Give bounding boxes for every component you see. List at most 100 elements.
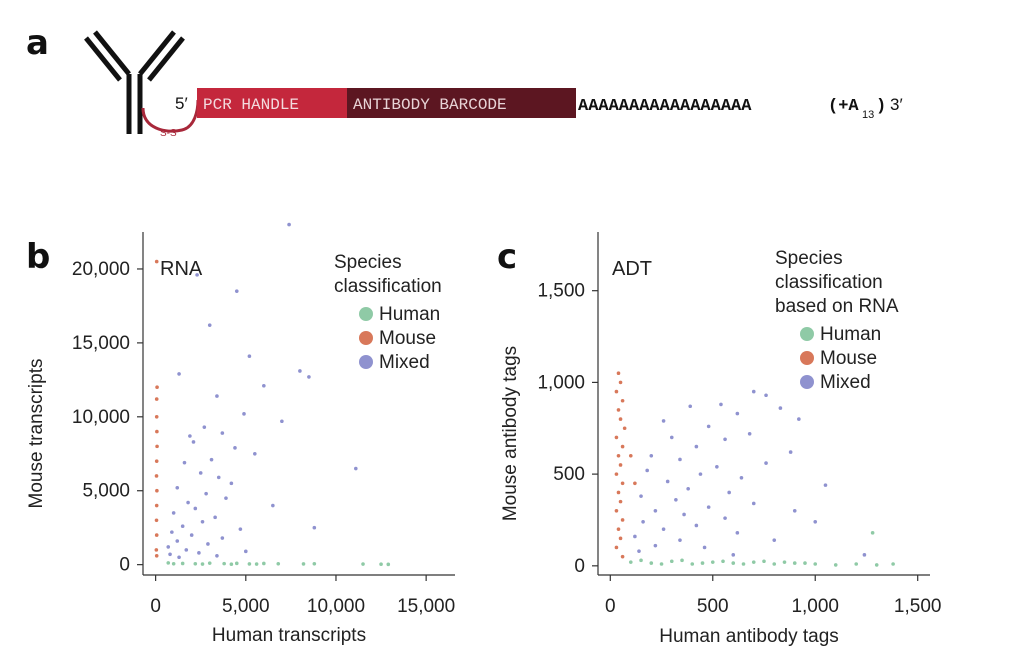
legend-label-mouse: Mouse (379, 328, 436, 349)
mixed-point (694, 444, 699, 449)
human-point (751, 560, 756, 564)
adt-scatter-plot: 0 500 1,000 1,500 0 500 1,000 1,500 Human antibo… (500, 232, 941, 647)
legend-swatch-human (359, 307, 373, 321)
mixed-point (354, 466, 358, 471)
mouse-point (154, 459, 159, 463)
mixed-point (682, 512, 686, 517)
mixed-point (307, 375, 311, 379)
mouse-point (154, 415, 159, 419)
mixed-point (206, 542, 210, 546)
human-point (222, 561, 226, 566)
mouse-point (618, 536, 623, 541)
mixed-point (788, 450, 793, 454)
legend-label-mixed: Mixed (820, 372, 871, 393)
mouse-point (616, 453, 621, 458)
mixed-point (312, 525, 317, 530)
mixed-point (778, 406, 783, 410)
y-tick-label: 0 (119, 555, 130, 576)
human-point (379, 562, 383, 567)
human-point (312, 561, 317, 566)
mouse-point (614, 509, 619, 513)
legend-label-human: Human (820, 324, 881, 345)
mouse-point (616, 371, 621, 376)
mixed-point (792, 509, 797, 513)
human-point (207, 561, 212, 565)
human-point (870, 531, 875, 535)
mixed-point (298, 369, 302, 373)
chart-title: RNA (160, 258, 203, 280)
mixed-point (233, 446, 237, 450)
mouse-point (614, 472, 619, 476)
mixed-point (862, 553, 867, 557)
mixed-point (247, 354, 252, 358)
human-point (171, 561, 176, 566)
mixed-point (637, 549, 641, 553)
panel-b-letter: b (26, 237, 50, 277)
human-point (659, 562, 664, 566)
y-tick-label: 1,500 (537, 281, 585, 302)
pcr-handle-block (197, 88, 347, 118)
human-point (721, 559, 725, 564)
x-tick-label: 1,000 (791, 596, 839, 617)
mixed-point (764, 461, 768, 465)
mouse-point (616, 527, 621, 531)
panel-a-letter: a (26, 23, 49, 63)
poly-a-sequence: AAAAAAAAAAAAAAAAA (578, 97, 752, 116)
mixed-point (213, 515, 217, 520)
mixed-point (234, 289, 239, 293)
poly-a-subscript: 13 (862, 109, 874, 121)
mouse-point (155, 488, 159, 493)
legend-swatch-mixed (359, 355, 373, 369)
human-point (276, 561, 281, 566)
human-point (262, 561, 266, 566)
mixed-point (751, 501, 756, 506)
poly-a-paren-open: (+A (828, 97, 859, 116)
human-point (792, 561, 797, 565)
mixed-point (797, 417, 801, 421)
mixed-point (177, 372, 181, 376)
mixed-point (180, 524, 185, 529)
mixed-point (698, 472, 703, 476)
mixed-point (168, 552, 172, 557)
human-point (649, 561, 654, 565)
legend-swatch-human (800, 327, 814, 341)
mixed-point (238, 527, 243, 531)
human-point (700, 561, 705, 565)
mixed-point (723, 516, 727, 520)
mixed-point (688, 404, 693, 409)
poly-a-paren-close: ) (876, 97, 886, 116)
mixed-point (686, 486, 690, 491)
mixed-point (193, 506, 198, 511)
mixed-point (694, 523, 699, 528)
human-point (741, 562, 746, 566)
mixed-point (751, 389, 756, 394)
human-point (180, 561, 185, 566)
mixed-point (204, 491, 208, 496)
mixed-point (669, 435, 674, 440)
y-tick-label: 10,000 (72, 407, 130, 428)
legend-title: Species (334, 252, 402, 273)
x-tick-label: 5,000 (222, 596, 270, 617)
mixed-point (764, 393, 768, 398)
human-point (833, 563, 838, 567)
human-point (731, 561, 736, 565)
mouse-point (620, 554, 625, 559)
mixed-point (215, 394, 219, 398)
mouse-point (620, 398, 625, 403)
mixed-point (665, 479, 670, 484)
legend-label-human: Human (379, 304, 440, 325)
mouse-point (614, 389, 619, 394)
mouse-point (616, 408, 621, 412)
mixed-point (772, 538, 777, 542)
mixed-point (220, 431, 225, 435)
legend-title: Species (775, 248, 843, 269)
human-point (710, 560, 715, 564)
mixed-point (645, 468, 649, 473)
y-tick-label: 15,000 (72, 333, 130, 354)
mixed-point (216, 475, 221, 480)
y-axis-label: Mouse transcripts (26, 359, 47, 509)
mixed-point (813, 520, 818, 524)
human-point (803, 561, 807, 565)
mixed-point (215, 553, 219, 558)
